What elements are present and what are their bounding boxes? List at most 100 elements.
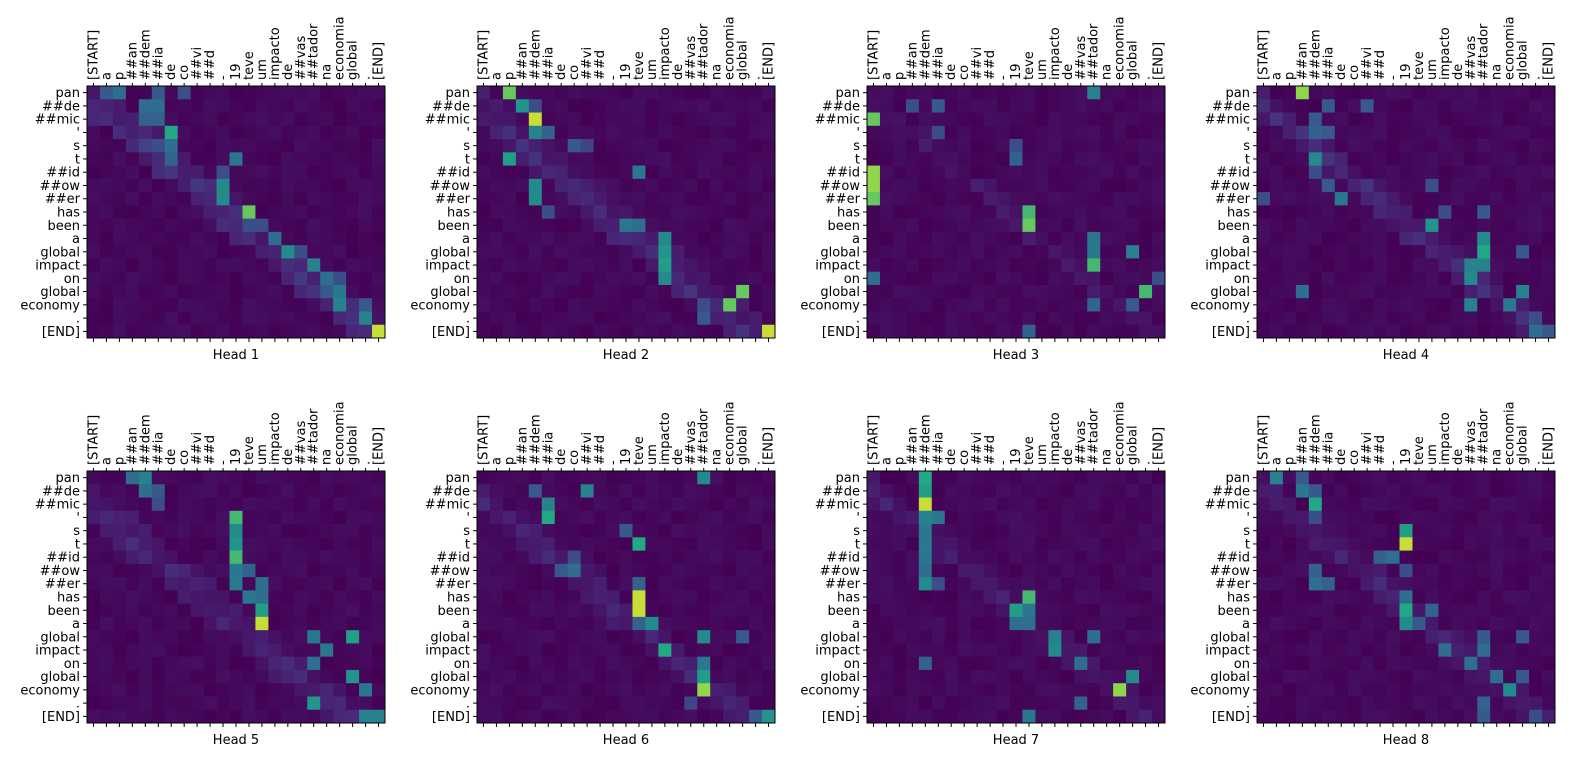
heatmap-cell bbox=[970, 284, 984, 299]
heatmap-cell bbox=[867, 510, 881, 525]
heatmap-cell bbox=[164, 550, 179, 565]
heatmap-cell bbox=[867, 471, 881, 485]
heatmap-cell bbox=[1100, 284, 1114, 299]
heatmap-cell bbox=[879, 471, 894, 485]
heatmap-cell bbox=[216, 112, 230, 127]
heatmap-cell bbox=[372, 298, 386, 312]
heatmap-cell bbox=[125, 537, 140, 551]
heatmap-cell bbox=[931, 205, 946, 219]
heatmap-cell bbox=[216, 178, 230, 193]
heatmap-cell bbox=[736, 258, 750, 273]
heatmap-cell bbox=[606, 284, 620, 299]
heatmap-cell bbox=[1529, 324, 1543, 339]
heatmap-cell bbox=[619, 696, 633, 711]
heatmap-cell bbox=[944, 550, 959, 565]
heatmap-cell bbox=[164, 99, 179, 113]
heatmap-cell bbox=[151, 471, 166, 485]
y-tick-label: has bbox=[837, 206, 860, 221]
heatmap-cell bbox=[996, 125, 1010, 140]
heatmap-cell bbox=[112, 86, 127, 100]
heatmap-cell bbox=[1269, 178, 1284, 193]
heatmap-cell bbox=[1257, 152, 1271, 166]
heatmap-cell bbox=[1009, 205, 1023, 219]
heatmap-cell bbox=[1360, 139, 1374, 153]
heatmap-cell bbox=[944, 577, 959, 591]
heatmap-cell bbox=[710, 298, 724, 312]
heatmap-cell bbox=[1087, 590, 1101, 604]
heatmap-cell bbox=[580, 86, 594, 100]
heatmap-cell bbox=[1373, 484, 1387, 498]
heatmap-cell bbox=[320, 139, 334, 153]
heatmap-cell bbox=[190, 125, 204, 140]
heatmap-cell bbox=[333, 165, 347, 180]
heatmap-cell bbox=[1529, 510, 1543, 525]
heatmap-cell bbox=[736, 577, 750, 591]
heatmap-cell bbox=[164, 709, 179, 724]
heatmap-cell bbox=[502, 205, 517, 219]
heatmap-cell bbox=[931, 165, 946, 180]
heatmap-cell bbox=[1100, 524, 1114, 538]
heatmap-cell bbox=[606, 643, 620, 658]
heatmap-cell bbox=[658, 231, 672, 246]
heatmap-cell bbox=[905, 563, 920, 578]
heatmap-cell bbox=[1282, 245, 1297, 259]
heatmap-cell bbox=[281, 563, 295, 578]
heatmap-cell bbox=[1257, 271, 1271, 286]
heatmap-cell bbox=[1516, 563, 1530, 578]
heatmap-cell bbox=[515, 484, 530, 498]
x-tick-label: ##tador bbox=[697, 408, 712, 465]
heatmap-cell bbox=[918, 537, 933, 551]
x-tick-label: . bbox=[1139, 461, 1154, 465]
heatmap-cell bbox=[892, 669, 907, 684]
heatmap-cell bbox=[1425, 524, 1439, 538]
heatmap-cell bbox=[580, 616, 594, 631]
heatmap-cell bbox=[255, 616, 269, 631]
heatmap-cell bbox=[229, 271, 243, 286]
heatmap-cell bbox=[996, 603, 1010, 618]
heatmap-cell bbox=[1438, 643, 1452, 658]
heatmap-cell bbox=[606, 165, 620, 180]
heatmap-cell bbox=[1009, 311, 1023, 326]
heatmap-cell bbox=[723, 86, 737, 100]
heatmap-cell bbox=[346, 630, 360, 644]
heatmap-cell bbox=[1334, 324, 1349, 339]
heatmap-cell bbox=[294, 669, 308, 684]
heatmap-cell bbox=[1529, 630, 1543, 644]
heatmap-cell bbox=[99, 245, 114, 259]
heatmap-cell bbox=[892, 537, 907, 551]
heatmap-cell bbox=[1373, 550, 1387, 565]
heatmap-cell bbox=[1035, 563, 1049, 578]
heatmap-cell bbox=[1490, 125, 1504, 140]
heatmap-cell bbox=[268, 165, 282, 180]
heatmap-cell bbox=[1412, 603, 1426, 618]
heatmap-cell bbox=[905, 192, 920, 206]
heatmap-cell bbox=[1347, 643, 1362, 658]
heatmap-cell bbox=[1074, 258, 1088, 273]
heatmap-cell bbox=[489, 112, 504, 127]
heatmap-cell bbox=[1386, 258, 1400, 273]
y-tick-label: global bbox=[430, 670, 470, 685]
heatmap-cell bbox=[1269, 603, 1284, 618]
y-tick-label: a bbox=[852, 617, 860, 632]
heatmap-cell bbox=[359, 497, 373, 512]
heatmap-cell bbox=[658, 112, 672, 127]
heatmap-cell bbox=[1321, 192, 1336, 206]
heatmap-cell bbox=[229, 709, 243, 724]
heatmap-cell bbox=[632, 630, 646, 644]
heatmap-cell bbox=[151, 537, 166, 551]
heatmap-cell bbox=[112, 99, 127, 113]
heatmap-cell bbox=[554, 139, 569, 153]
heatmap-cell bbox=[333, 311, 347, 326]
heatmap-cell bbox=[281, 696, 295, 711]
heatmap-cell bbox=[1425, 139, 1439, 153]
heatmap-cell bbox=[164, 497, 179, 512]
heatmap-cell bbox=[281, 152, 295, 166]
heatmap-cell bbox=[489, 139, 504, 153]
x-tick-label: economia bbox=[723, 16, 738, 80]
heatmap-cell bbox=[879, 86, 894, 100]
heatmap-cell bbox=[477, 165, 491, 180]
y-tick-label: has bbox=[447, 206, 470, 221]
heatmap-cell bbox=[957, 709, 972, 724]
heatmap-cell bbox=[606, 497, 620, 512]
heatmap-cell bbox=[1451, 524, 1465, 538]
